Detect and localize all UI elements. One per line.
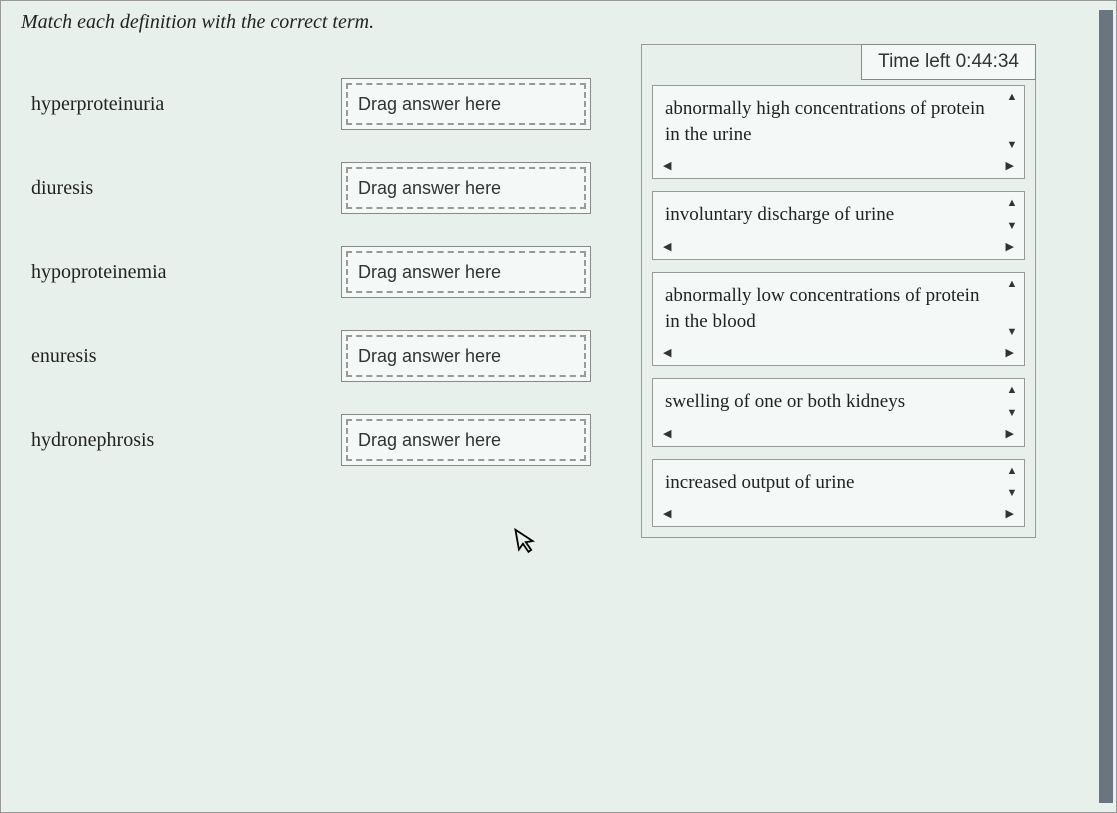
quiz-container: Match each definition with the correct t… [0,0,1117,813]
answer-card[interactable]: increased output of urine ▲ ▼ ◀ ▶ [652,459,1025,528]
arrow-up-icon[interactable]: ▲ [1004,198,1020,209]
term-row: hyperproteinuria Drag answer here [21,64,611,144]
arrow-down-icon[interactable]: ▼ [1004,488,1020,499]
term-row: enuresis Drag answer here [21,316,611,396]
arrow-right-icon[interactable]: ▶ [1006,509,1014,520]
arrow-left-icon[interactable]: ◀ [663,242,671,253]
arrow-down-icon[interactable]: ▼ [1004,140,1020,151]
drop-placeholder: Drag answer here [346,335,586,377]
drop-zone[interactable]: Drag answer here [341,246,591,298]
answer-text: swelling of one or both kidneys [653,379,1000,425]
answer-card[interactable]: swelling of one or both kidneys ▲ ▼ ◀ ▶ [652,378,1025,447]
term-label: hyperproteinuria [21,93,341,116]
drop-placeholder: Drag answer here [346,419,586,461]
timer-value: 0:44:34 [956,51,1019,72]
arrow-right-icon[interactable]: ▶ [1006,429,1014,440]
term-row: diuresis Drag answer here [21,148,611,228]
drop-zone[interactable]: Drag answer here [341,162,591,214]
answer-body: abnormally high concentrations of protei… [653,86,1024,157]
drop-placeholder: Drag answer here [346,83,586,125]
arrow-left-icon[interactable]: ◀ [663,161,671,172]
answer-text: involuntary discharge of urine [653,192,1000,238]
drop-zone[interactable]: Drag answer here [341,330,591,382]
arrow-down-icon[interactable]: ▼ [1004,408,1020,419]
arrow-right-icon[interactable]: ▶ [1006,242,1014,253]
arrow-column: ▲ ▼ [1000,379,1024,425]
answer-text: abnormally low concentrations of protein… [653,273,1000,344]
term-row: hypoproteinemia Drag answer here [21,232,611,312]
drop-placeholder: Drag answer here [346,251,586,293]
answer-text: increased output of urine [653,460,1000,506]
terms-panel: hyperproteinuria Drag answer here diures… [21,64,611,538]
answer-footer: ◀ ▶ [653,425,1024,446]
arrow-left-icon[interactable]: ◀ [663,429,671,440]
arrow-left-icon[interactable]: ◀ [663,348,671,359]
answer-body: swelling of one or both kidneys ▲ ▼ [653,379,1024,425]
answer-body: increased output of urine ▲ ▼ [653,460,1024,506]
scrollbar[interactable] [1099,10,1113,803]
arrow-up-icon[interactable]: ▲ [1004,466,1020,477]
arrow-up-icon[interactable]: ▲ [1004,279,1020,290]
arrow-down-icon[interactable]: ▼ [1004,221,1020,232]
content-wrap: hyperproteinuria Drag answer here diures… [21,64,1096,538]
arrow-up-icon[interactable]: ▲ [1004,385,1020,396]
term-label: diuresis [21,177,341,200]
drop-zone[interactable]: Drag answer here [341,414,591,466]
term-row: hydronephrosis Drag answer here [21,400,611,480]
answer-body: involuntary discharge of urine ▲ ▼ [653,192,1024,238]
arrow-column: ▲ ▼ [1000,460,1024,506]
answer-footer: ◀ ▶ [653,157,1024,178]
answer-footer: ◀ ▶ [653,238,1024,259]
drop-placeholder: Drag answer here [346,167,586,209]
answers-panel: Time left 0:44:34 abnormally high concen… [641,44,1036,538]
term-label: hydronephrosis [21,429,341,452]
term-label: enuresis [21,345,341,368]
arrow-column: ▲ ▼ [1000,273,1024,344]
arrow-left-icon[interactable]: ◀ [663,509,671,520]
timer: Time left 0:44:34 [861,44,1036,80]
timer-label: Time left [878,51,950,72]
arrow-column: ▲ ▼ [1000,86,1024,157]
answer-text: abnormally high concentrations of protei… [653,86,1000,157]
arrow-right-icon[interactable]: ▶ [1006,348,1014,359]
drop-zone[interactable]: Drag answer here [341,78,591,130]
answer-footer: ◀ ▶ [653,344,1024,365]
answer-card[interactable]: involuntary discharge of urine ▲ ▼ ◀ ▶ [652,191,1025,260]
term-label: hypoproteinemia [21,261,341,284]
answer-card[interactable]: abnormally high concentrations of protei… [652,85,1025,179]
arrow-column: ▲ ▼ [1000,192,1024,238]
answer-body: abnormally low concentrations of protein… [653,273,1024,344]
answer-footer: ◀ ▶ [653,505,1024,526]
arrow-down-icon[interactable]: ▼ [1004,327,1020,338]
answer-card[interactable]: abnormally low concentrations of protein… [652,272,1025,366]
arrow-up-icon[interactable]: ▲ [1004,92,1020,103]
arrow-right-icon[interactable]: ▶ [1006,161,1014,172]
